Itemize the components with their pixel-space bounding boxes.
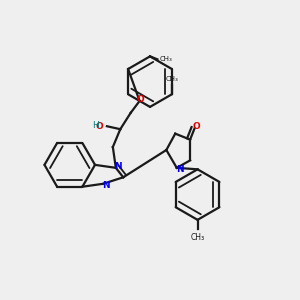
Text: H: H	[92, 121, 99, 130]
Text: CH₃: CH₃	[160, 56, 172, 62]
Text: N: N	[176, 165, 184, 174]
Text: O: O	[136, 95, 144, 104]
Text: N: N	[114, 162, 122, 171]
Text: O: O	[96, 122, 103, 131]
Text: CH₃: CH₃	[166, 76, 178, 82]
Text: CH₃: CH₃	[190, 233, 205, 242]
Text: O: O	[192, 122, 200, 131]
Text: N: N	[102, 181, 110, 190]
